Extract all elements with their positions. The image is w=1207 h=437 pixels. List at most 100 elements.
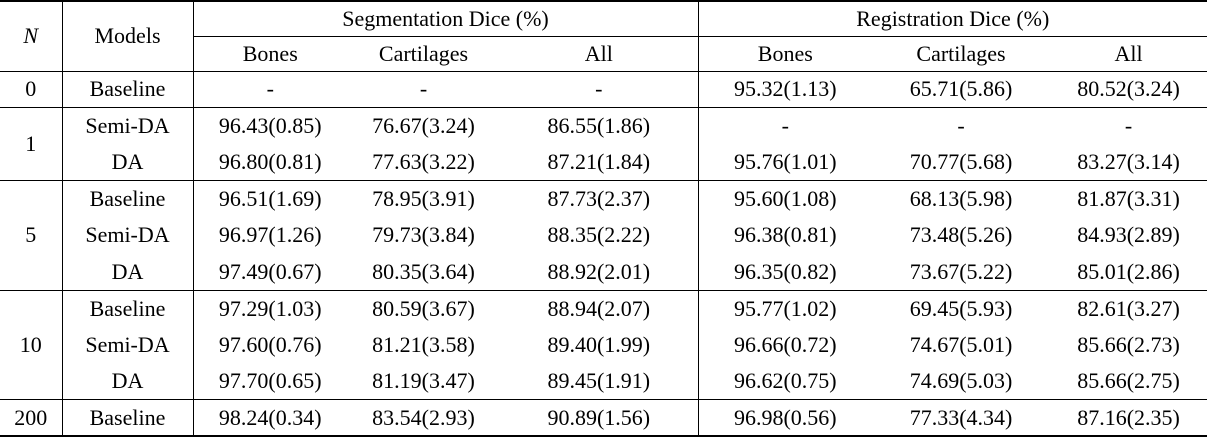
- reg-all-value: 84.93(2.89): [1077, 222, 1180, 248]
- reg-bones-value: 96.62(0.75): [733, 368, 837, 393]
- seg-all-value: 87.73(2.37): [500, 180, 699, 217]
- reg-cartilages-value: 69.45(5.93): [872, 289, 1051, 327]
- reg-cartilages-value: 73.48(5.26): [909, 222, 1013, 248]
- model-name: Baseline: [62, 399, 194, 436]
- column-header-models: Models: [62, 1, 194, 72]
- model-name: Baseline: [62, 180, 194, 217]
- model-name: Semi-DA: [62, 326, 194, 363]
- n-value: 5: [0, 180, 63, 290]
- seg-all-value: 87.21(1.84): [500, 144, 699, 181]
- seg-cartilages-value: 80.35(3.64): [372, 258, 475, 284]
- reg-cartilages-value: 74.69(5.03): [909, 368, 1013, 393]
- reg-all-value: 80.52(3.24): [1050, 70, 1207, 108]
- model-name: DA: [62, 144, 194, 181]
- table-row: DA 97.70(0.65) 81.19(3.47) 89.45(1.91) 9…: [0, 363, 1207, 400]
- column-header-seg-all: All: [500, 36, 699, 72]
- seg-all-value: 89.40(1.99): [500, 326, 699, 363]
- reg-cartilages-value: 70.77(5.68): [909, 149, 1013, 174]
- table-row: 0 Baseline - - - 95.32(1.13) 65.71(5.86)…: [0, 70, 1207, 108]
- table-body: 0 Baseline - - - 95.32(1.13) 65.71(5.86)…: [0, 70, 1207, 436]
- column-group-registration-dice: Registration Dice (%): [698, 1, 1207, 37]
- table-row: 5 Baseline 96.51(1.69) 78.95(3.91) 87.73…: [0, 180, 1207, 290]
- model-name: Semi-DA: [62, 107, 194, 144]
- seg-all-value: 88.35(2.22): [500, 217, 699, 254]
- seg-all-value: 88.94(2.07): [500, 289, 699, 327]
- seg-bones-value: 96.51(1.69): [193, 180, 347, 217]
- column-header-seg-bones: Bones: [193, 36, 347, 72]
- seg-cartilages-value: 78.95(3.91): [347, 180, 500, 217]
- table-row: DA 96.80(0.81) 77.63(3.22) 87.21(1.84) 9…: [0, 144, 1207, 181]
- column-header-seg-cartilages: Cartilages: [347, 36, 500, 72]
- reg-bones-value: 95.77(1.02): [698, 289, 873, 327]
- table-header: N Models Segmentation Dice (%) Registrat…: [0, 1, 1207, 72]
- seg-bones-value: 96.97(1.26): [218, 222, 322, 248]
- seg-all-value: -: [500, 70, 699, 108]
- seg-cartilages-value: 79.73(3.84): [372, 222, 475, 248]
- reg-bones-value: 96.38(0.81): [733, 222, 837, 248]
- reg-cartilages-value: 65.71(5.86): [872, 70, 1051, 108]
- seg-bones-value: 96.43(0.85): [193, 107, 347, 144]
- n-value: 10: [0, 289, 63, 400]
- seg-cartilages-value: 81.19(3.47): [372, 368, 475, 393]
- column-header-reg-all: All: [1050, 36, 1207, 72]
- reg-all-value: 85.66(2.75): [1077, 368, 1180, 393]
- column-header-reg-cartilages: Cartilages: [872, 36, 1051, 72]
- header-sub-row: Bones Cartilages All Bones Cartilages Al…: [0, 36, 1207, 72]
- n-value: 200: [0, 399, 63, 436]
- model-name: Baseline: [62, 289, 194, 327]
- seg-cartilages-value: 80.59(3.67): [347, 289, 500, 327]
- seg-cartilages-value: -: [347, 70, 500, 108]
- model-name: DA: [62, 253, 194, 290]
- reg-bones-value: 96.66(0.72): [733, 331, 837, 357]
- seg-bones-value: 96.80(0.81): [218, 149, 322, 174]
- seg-cartilages-value: 76.67(3.24): [347, 107, 500, 144]
- reg-cartilages-value: 77.33(4.34): [872, 399, 1051, 436]
- seg-bones-value: 97.49(0.67): [218, 258, 322, 284]
- seg-bones-value: -: [193, 70, 347, 108]
- reg-cartilages-value: 68.13(5.98): [872, 180, 1051, 217]
- reg-all-value: 83.27(3.14): [1077, 149, 1180, 174]
- reg-cartilages-value: -: [872, 107, 1051, 144]
- reg-bones-value: 95.32(1.13): [698, 70, 873, 108]
- reg-bones-value: 96.35(0.82): [733, 258, 837, 284]
- reg-bones-value: -: [698, 107, 873, 144]
- seg-bones-value: 97.29(1.03): [193, 289, 347, 327]
- column-header-reg-bones: Bones: [698, 36, 873, 72]
- n-value: 0: [0, 70, 63, 108]
- table-row: Semi-DA 96.97(1.26) 79.73(3.84) 88.35(2.…: [0, 217, 1207, 254]
- reg-cartilages-value: 73.67(5.22): [909, 258, 1013, 284]
- seg-all-value: 90.89(1.56): [500, 399, 699, 436]
- seg-bones-value: 97.70(0.65): [218, 368, 322, 393]
- table-row: 10 Baseline 97.29(1.03) 80.59(3.67) 88.9…: [0, 289, 1207, 400]
- header-group-row: N Models Segmentation Dice (%) Registrat…: [0, 1, 1207, 72]
- reg-bones-value: 95.76(1.01): [733, 149, 837, 174]
- seg-bones-value: 97.60(0.76): [218, 331, 322, 357]
- n-value: 1: [0, 107, 63, 181]
- reg-bones-value: 96.98(0.56): [698, 399, 873, 436]
- reg-all-value: 85.66(2.73): [1077, 331, 1180, 357]
- reg-all-value: -: [1050, 107, 1207, 144]
- model-name: DA: [62, 363, 194, 400]
- seg-all-value: 89.45(1.91): [500, 363, 699, 400]
- model-name: Baseline: [62, 70, 194, 108]
- seg-all-value: 86.55(1.86): [500, 107, 699, 144]
- reg-all-value: 85.01(2.86): [1077, 258, 1180, 284]
- model-name: Semi-DA: [62, 217, 194, 254]
- reg-all-value: 81.87(3.31): [1050, 180, 1207, 217]
- table-row: 1 Semi-DA 96.43(0.85) 76.67(3.24) 86.55(…: [0, 107, 1207, 181]
- seg-cartilages-value: 81.21(3.58): [372, 331, 475, 357]
- seg-cartilages-value: 83.54(2.93): [347, 399, 500, 436]
- seg-all-value: 88.92(2.01): [500, 253, 699, 290]
- table-row: Semi-DA 97.60(0.76) 81.21(3.58) 89.40(1.…: [0, 326, 1207, 363]
- reg-bones-value: 95.60(1.08): [698, 180, 873, 217]
- seg-cartilages-value: 77.63(3.22): [372, 149, 475, 174]
- reg-all-value: 87.16(2.35): [1050, 399, 1207, 436]
- seg-bones-value: 98.24(0.34): [193, 399, 347, 436]
- reg-all-value: 82.61(3.27): [1050, 289, 1207, 327]
- table-row: 200 Baseline 98.24(0.34) 83.54(2.93) 90.…: [0, 399, 1207, 436]
- reg-cartilages-value: 74.67(5.01): [909, 331, 1013, 357]
- column-header-n: N: [0, 1, 63, 72]
- table-row: DA 97.49(0.67) 80.35(3.64) 88.92(2.01) 9…: [0, 253, 1207, 290]
- column-group-segmentation-dice: Segmentation Dice (%): [193, 1, 699, 37]
